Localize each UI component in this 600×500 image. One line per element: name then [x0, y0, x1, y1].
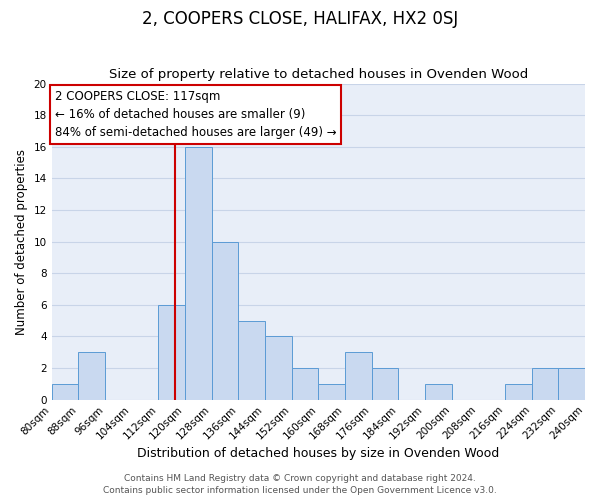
Bar: [212, 242, 238, 400]
Text: 2, COOPERS CLOSE, HALIFAX, HX2 0SJ: 2, COOPERS CLOSE, HALIFAX, HX2 0SJ: [142, 10, 458, 28]
Bar: [532, 368, 559, 400]
Bar: [158, 305, 185, 400]
Bar: [559, 368, 585, 400]
Title: Size of property relative to detached houses in Ovenden Wood: Size of property relative to detached ho…: [109, 68, 528, 81]
Bar: [265, 336, 292, 400]
Bar: [52, 384, 79, 400]
Bar: [505, 384, 532, 400]
Bar: [185, 147, 212, 400]
X-axis label: Distribution of detached houses by size in Ovenden Wood: Distribution of detached houses by size …: [137, 447, 499, 460]
Text: Contains HM Land Registry data © Crown copyright and database right 2024.
Contai: Contains HM Land Registry data © Crown c…: [103, 474, 497, 495]
Bar: [238, 320, 265, 400]
Text: 2 COOPERS CLOSE: 117sqm
← 16% of detached houses are smaller (9)
84% of semi-det: 2 COOPERS CLOSE: 117sqm ← 16% of detache…: [55, 90, 337, 139]
Bar: [371, 368, 398, 400]
Bar: [345, 352, 371, 400]
Bar: [425, 384, 452, 400]
Bar: [292, 368, 319, 400]
Y-axis label: Number of detached properties: Number of detached properties: [15, 148, 28, 334]
Bar: [319, 384, 345, 400]
Bar: [79, 352, 105, 400]
